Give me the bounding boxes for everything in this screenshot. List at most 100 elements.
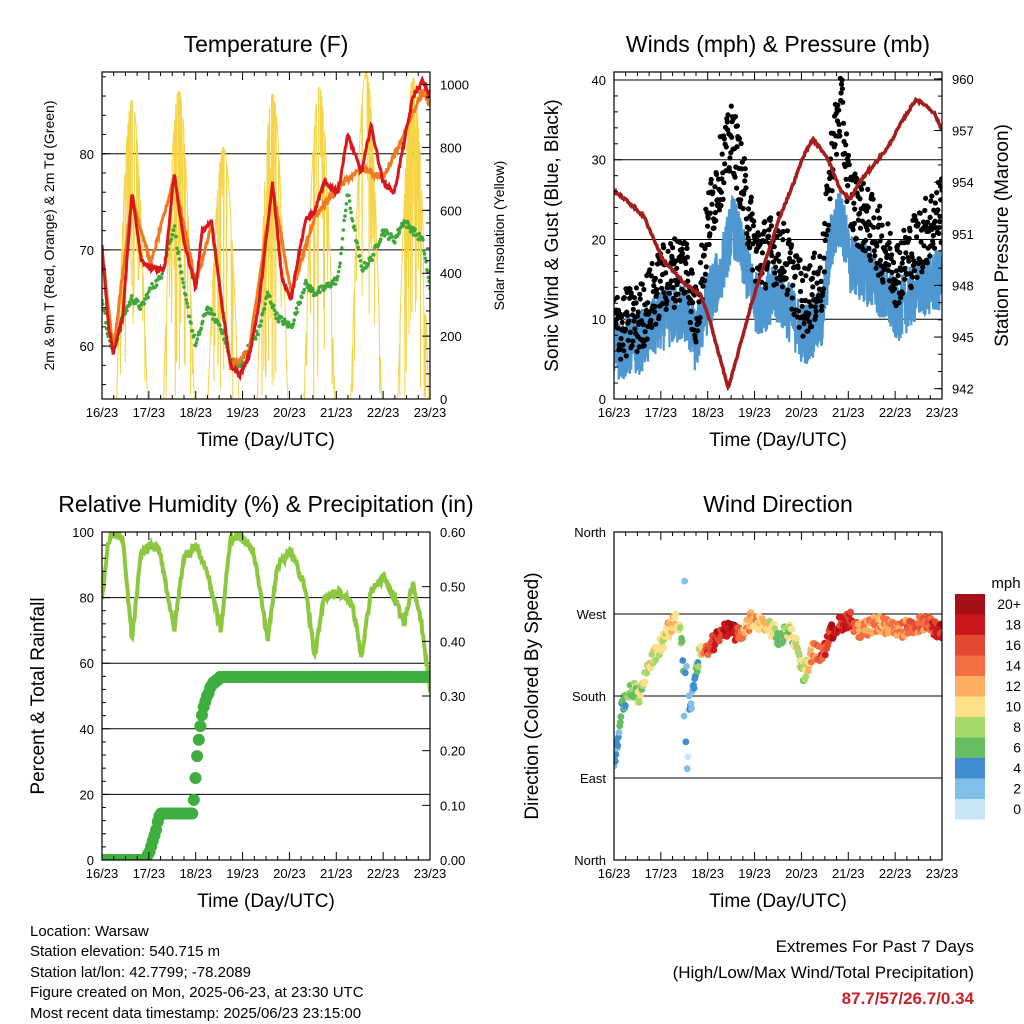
- direction-point: [660, 643, 668, 651]
- gust-point: [759, 250, 766, 256]
- dewpoint-point: [169, 237, 174, 241]
- dewpoint-point: [348, 206, 353, 211]
- dewpoint-point: [291, 322, 296, 326]
- legend-swatch: [955, 799, 985, 820]
- x-tick-label: 16/23: [86, 405, 119, 420]
- gust-point: [776, 258, 782, 264]
- gust-point: [832, 142, 838, 148]
- dewpoint-point: [425, 269, 430, 274]
- dewpoint-point: [311, 288, 315, 292]
- gust-point: [886, 239, 892, 246]
- gust-point: [921, 243, 927, 249]
- gust-point: [774, 234, 780, 241]
- gust-point: [748, 194, 754, 200]
- dewpoint-point: [195, 337, 200, 341]
- dewpoint-point: [426, 275, 430, 280]
- dewpoint-point: [175, 246, 179, 251]
- legend-swatch: [955, 737, 985, 758]
- dewpoint-point: [172, 228, 176, 233]
- gust-point: [852, 206, 858, 212]
- x-tick-label: 19/23: [226, 866, 259, 881]
- gust-point: [870, 224, 877, 230]
- dewpoint-point: [150, 282, 154, 286]
- gust-point: [932, 200, 939, 206]
- x-tick-label: 17/23: [133, 405, 166, 420]
- dewpoint-point: [427, 279, 430, 284]
- gust-point: [872, 253, 878, 259]
- y2-tick-label: 951: [952, 227, 974, 242]
- gust-point: [633, 285, 640, 291]
- y-tick-label: 20: [592, 232, 606, 247]
- gust-point: [938, 239, 942, 246]
- dewpoint-point: [182, 285, 186, 289]
- dewpoint-point: [393, 241, 397, 245]
- dewpoint-point: [397, 229, 402, 234]
- gust-point: [936, 219, 942, 225]
- gust-point: [762, 219, 768, 225]
- y-axis-label-right: Station Pressure (Maroon): [992, 124, 1013, 347]
- dewpoint-point: [254, 337, 258, 341]
- dewpoint-point: [142, 302, 146, 306]
- gust-point: [895, 273, 901, 279]
- gust-point: [839, 86, 846, 92]
- gust-point: [784, 228, 791, 234]
- dewpoint-point: [350, 219, 355, 223]
- y-tick-label: 60: [80, 656, 94, 671]
- gust-point: [751, 218, 757, 224]
- gust-point: [781, 268, 787, 275]
- gust-point: [625, 337, 631, 343]
- y-tick-label: North: [574, 853, 606, 868]
- gust-point: [862, 248, 868, 254]
- gust-point: [645, 300, 651, 306]
- gust-point: [925, 219, 931, 225]
- gust-point: [912, 213, 918, 219]
- created-text: Figure created on Mon, 2025-06-23, at 23…: [30, 984, 364, 1002]
- x-tick-label: 18/23: [691, 405, 724, 420]
- legend-label: 18: [1005, 617, 1021, 633]
- dewpoint-point: [286, 320, 291, 325]
- gust-point: [685, 271, 691, 277]
- legend-swatch: [955, 635, 985, 656]
- gust-point: [702, 271, 709, 277]
- gust-point: [618, 335, 624, 342]
- gust-point: [685, 278, 691, 284]
- dewpoint-point: [355, 241, 360, 245]
- gust-point: [654, 290, 660, 296]
- gust-point: [854, 175, 860, 182]
- direction-point: [938, 634, 942, 642]
- gust-point: [775, 251, 782, 257]
- gust-point: [878, 263, 884, 269]
- gust-point: [708, 176, 714, 183]
- dewpoint-point: [192, 333, 196, 338]
- dewpoint-point: [138, 307, 143, 312]
- gust-point: [696, 319, 702, 325]
- dewpoint-point: [347, 199, 352, 203]
- direction-point: [637, 691, 644, 699]
- y-tick-label: East: [580, 771, 606, 786]
- temperature-y-axis-right: 0 200 400 600 800 1000 Solar Insolation (Yello…: [422, 71, 507, 407]
- gust-point: [822, 237, 828, 244]
- gust-point: [898, 295, 904, 301]
- gust-point: [687, 319, 693, 326]
- direction-point: [665, 634, 673, 641]
- gust-point: [781, 220, 787, 226]
- gust-point: [840, 99, 846, 105]
- dewpoint-point: [197, 332, 202, 336]
- gust-point: [932, 218, 938, 224]
- x-tick-label: 19/23: [738, 866, 771, 881]
- gust-point: [818, 307, 825, 313]
- legend-swatch: [955, 614, 985, 635]
- dewpoint-point: [336, 269, 341, 274]
- dewpoint-point: [359, 264, 364, 268]
- gust-point: [789, 306, 795, 312]
- direction-point: [676, 624, 684, 632]
- gust-point: [721, 136, 727, 142]
- gust-point: [614, 294, 620, 301]
- dewpoint-point: [339, 251, 343, 256]
- direction-point: [614, 757, 619, 765]
- direction-point: [680, 712, 688, 720]
- x-axis-label: Time (Day/UTC): [197, 891, 335, 912]
- gust-point: [801, 320, 807, 327]
- x-tick-label: 17/23: [645, 866, 678, 881]
- y2-tick-label: 0.20: [440, 744, 465, 759]
